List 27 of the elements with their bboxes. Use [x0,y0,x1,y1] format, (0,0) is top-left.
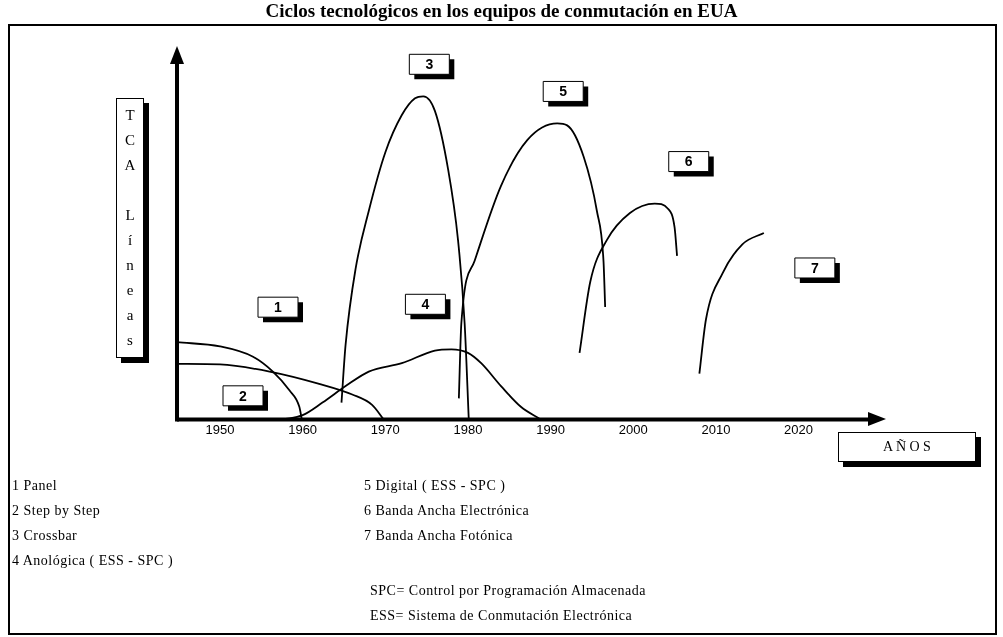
x-tick-label: 2000 [618,421,648,437]
text: 4 [421,296,430,313]
text: 1 [274,299,283,316]
x-tick-label: 2020 [784,421,814,437]
x-tick-label: 2010 [701,421,731,437]
x-tick-label: 1950 [205,421,235,437]
x-tick-label: 1980 [453,421,483,437]
text: 3 Crossbar [12,528,78,544]
chart-title: Ciclos tecnológicos en los equipos de conmutación en EUA [264,0,739,22]
text: 6 [684,153,693,170]
x-tick-label: 1990 [536,421,566,437]
text: 1 Panel [12,478,58,494]
series-label: 3 [425,56,434,73]
series-label: 5 [559,83,568,100]
text: 7 Banda Ancha Fotónica [364,528,514,544]
text: 4 Anológica ( ESS - SPC ) [12,553,174,569]
text: 2 Step by Step [12,503,101,519]
x-tick-label: 1960 [288,421,318,437]
text: 7 [810,259,819,276]
x-axis-title: A Ñ O S [838,432,976,462]
text: TCA Líneas [124,107,136,348]
text: SPC= Control por Programación Almacenada [370,583,646,599]
text: 5 Digital ( ESS - SPC ) [364,478,506,494]
series-label: 2 [239,387,248,404]
x-tick-label: 1970 [370,421,400,437]
text: ESS= Sistema de Conmutación Electrónica [370,608,633,624]
text: 6 Banda Ancha Electrónica [364,503,530,519]
